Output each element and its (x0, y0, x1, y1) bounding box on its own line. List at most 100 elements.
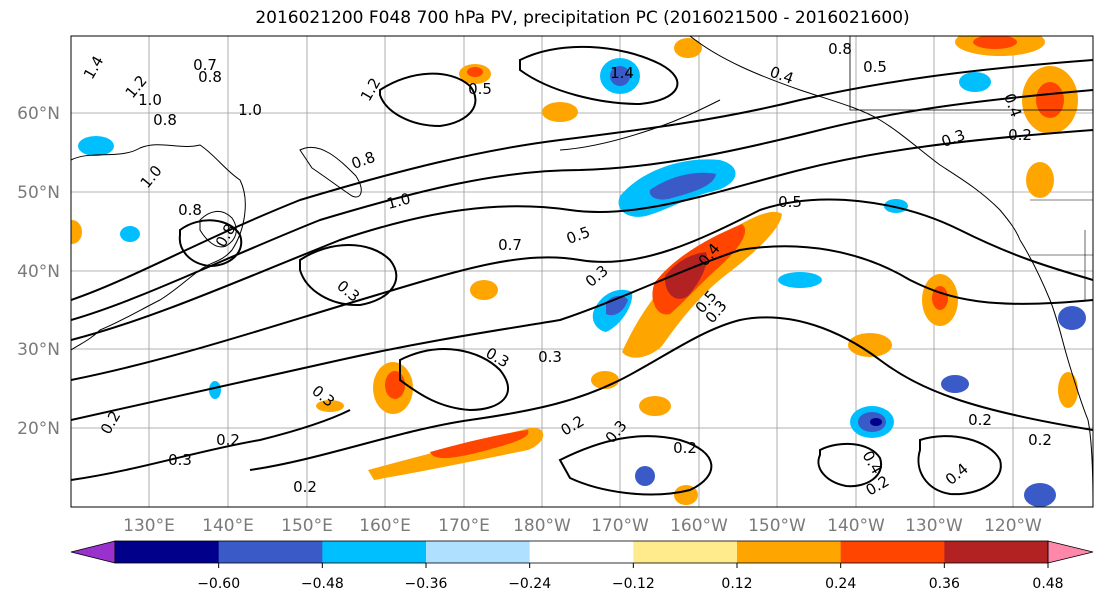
latitude-labels: 60°N 50°N 40°N 30°N 20°N (17, 104, 60, 439)
precip-patch (385, 371, 405, 399)
coastline-aleutians (559, 99, 721, 151)
colorbar-swatch (840, 541, 945, 563)
precip-patch (1036, 82, 1064, 118)
coastline-alaska (689, 36, 1021, 241)
precip-shading (71, 36, 1086, 507)
colorbar-extend-min (70, 540, 116, 564)
precip-negative-patch (209, 381, 221, 399)
contour-label: 0.2 (1008, 126, 1032, 144)
contour-label: 0.2 (673, 439, 697, 457)
precip-negative-patch (120, 226, 140, 242)
longitude-label: 140°E (202, 516, 254, 536)
longitude-label: 160°E (359, 516, 411, 536)
latitude-label: 40°N (17, 262, 60, 282)
colorbar-tick-label: −0.60 (197, 576, 240, 592)
longitude-label: 140°W (827, 516, 885, 536)
colorbar-outline (114, 540, 1049, 564)
map-panel: 1.41.20.70.81.00.81.00.80.80.51.21.40.80… (70, 35, 1094, 508)
precip-negative-patch (778, 272, 822, 288)
pv-contour (71, 129, 1093, 341)
pv-contour (379, 72, 477, 128)
colorbar-swatch (322, 541, 427, 563)
pv-contour (558, 435, 713, 496)
contour-label: 0.3 (168, 451, 192, 469)
contour-label: 0.5 (468, 80, 492, 98)
colorbar: −0.60 −0.48 −0.36 −0.24 −0.12 0.12 0.24 0.36 0.4… (70, 540, 1094, 592)
contour-label: 0.8 (153, 111, 177, 129)
precip-patch (467, 67, 483, 77)
pv-contour (71, 59, 1093, 301)
contour-label: 0.7 (498, 236, 522, 254)
pv-contour (399, 348, 510, 412)
us-canada-border (849, 36, 1093, 111)
colorbar-swatch (633, 541, 738, 563)
pv-contour (299, 244, 398, 307)
precip-negative-patch (959, 72, 991, 92)
precip-negative-blob-core (649, 172, 716, 200)
contour-label: 0.5 (778, 193, 802, 211)
pv-contour (71, 89, 1093, 321)
precip-positive-band-peak (664, 252, 707, 299)
map-background (71, 36, 1093, 507)
longitude-label: 160°W (670, 516, 728, 536)
precip-negative-patch (1024, 483, 1056, 507)
precip-patch (470, 280, 498, 300)
contour-label: 0.8 (198, 68, 222, 86)
precip-patch (848, 333, 892, 357)
coastline-kamchatka (299, 146, 362, 198)
colorbar-swatch (218, 541, 323, 563)
contour-label: 0.5 (863, 58, 887, 76)
coastline-japan (199, 211, 237, 248)
colorbar-swatch (944, 541, 1049, 563)
latitude-label: 50°N (17, 183, 60, 203)
contour-label: 0.2 (968, 411, 992, 429)
longitude-label: 150°W (748, 516, 806, 536)
graticule (71, 36, 1093, 507)
colorbar-tick-label: −0.48 (301, 576, 344, 592)
contour-label: 1.0 (385, 189, 413, 213)
pv-contour (917, 435, 1002, 496)
longitude-label: 130°W (905, 516, 963, 536)
colorbar-tick-label: −0.36 (405, 576, 448, 592)
longitude-label: 170°E (438, 516, 490, 536)
contour-label: 0.7 (193, 56, 217, 74)
pv-contour (71, 198, 1093, 381)
pv-contours (71, 45, 1093, 496)
colorbar-swatch (115, 541, 220, 563)
latitude-label: 30°N (17, 340, 60, 360)
precip-negative-patch (610, 66, 630, 86)
precip-patch (316, 400, 344, 412)
colorbar-tick-label: −0.12 (612, 576, 655, 592)
pv-contour (71, 409, 351, 481)
precip-patch (71, 220, 82, 244)
colorbar-swatch (737, 541, 842, 563)
contour-label: 0.2 (293, 478, 317, 496)
precip-negative-patch (870, 418, 882, 426)
contour-label: 0.2 (1028, 431, 1052, 449)
precip-patch (674, 38, 702, 58)
precip-negative-patch (78, 136, 114, 156)
precip-negative-patch (635, 466, 655, 486)
longitude-labels: 130°E 140°E 150°E 160°E 170°E 180°W 170°W 160°W… (123, 516, 1042, 536)
longitude-label: 170°W (591, 516, 649, 536)
latitude-label: 60°N (17, 104, 60, 124)
latitude-label: 20°N (17, 419, 60, 439)
longitude-label: 180°W (513, 516, 571, 536)
precip-patch (639, 396, 671, 416)
us-state-borders (1030, 199, 1093, 300)
contour-label: 0.3 (538, 348, 562, 366)
colorbar-tick-label: −0.24 (508, 576, 551, 592)
colorbar-tick-label: 0.48 (1032, 576, 1063, 592)
colorbar-tick-label: 0.24 (825, 576, 856, 592)
contour-label: 0.8 (828, 40, 852, 58)
longitude-label: 150°E (281, 516, 333, 536)
contour-label: 1.0 (238, 101, 262, 119)
precip-negative-patch (1058, 306, 1086, 330)
pv-contour (249, 316, 1093, 471)
precip-patch (542, 102, 578, 122)
pv-contour (71, 245, 1093, 421)
precip-positive-subtropical-core (430, 430, 529, 459)
coastline-north-america (1019, 239, 1093, 507)
precip-patch (973, 36, 1017, 49)
coastlines (71, 36, 1093, 507)
